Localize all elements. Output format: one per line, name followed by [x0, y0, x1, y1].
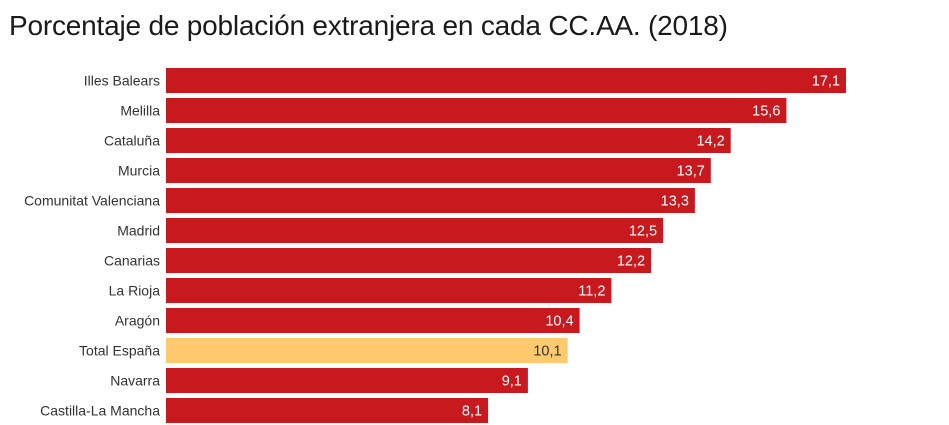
category-label: Navarra [110, 373, 160, 389]
category-label: Aragón [115, 313, 160, 329]
value-label: 10,1 [533, 344, 561, 360]
value-label: 15,6 [752, 104, 780, 120]
bar-5 [166, 218, 664, 243]
category-label: Castilla-La Mancha [40, 403, 160, 419]
category-label: Melilla [120, 103, 160, 119]
category-label: Madrid [117, 223, 160, 239]
category-label: Cataluña [104, 133, 160, 149]
bar-10 [166, 368, 528, 393]
bar-1 [166, 98, 787, 123]
value-label: 8,1 [462, 404, 482, 420]
category-label: Canarias [104, 253, 160, 269]
value-label: 9,1 [502, 374, 522, 390]
category-label: Murcia [118, 163, 160, 179]
category-label: La Rioja [109, 283, 161, 299]
bar-3 [166, 158, 711, 183]
category-label: Comunitat Valenciana [24, 193, 160, 209]
bar-9 [166, 338, 568, 363]
category-label: Illes Balears [84, 73, 160, 89]
value-label: 11,2 [578, 284, 605, 300]
bar-2 [166, 128, 731, 153]
value-label: 13,7 [677, 164, 705, 180]
bars-group: Illes Balears 17,1 Melilla 15,6 Cataluña 14,2… [24, 68, 846, 423]
category-label: Total España [79, 343, 160, 359]
value-label: 12,2 [617, 254, 645, 270]
value-label: 10,4 [545, 314, 573, 330]
chart-title: Porcentaje de población extranjera en ca… [9, 10, 728, 41]
bar-6 [166, 248, 652, 273]
value-label: 13,3 [661, 194, 689, 210]
value-label: 17,1 [812, 74, 840, 90]
bar-4 [166, 188, 695, 213]
value-label: 12,5 [629, 224, 657, 240]
bar-8 [166, 308, 580, 333]
bar-7 [166, 278, 612, 303]
value-label: 14,2 [696, 134, 724, 150]
bar-11 [166, 398, 489, 423]
bar-0 [166, 68, 846, 93]
